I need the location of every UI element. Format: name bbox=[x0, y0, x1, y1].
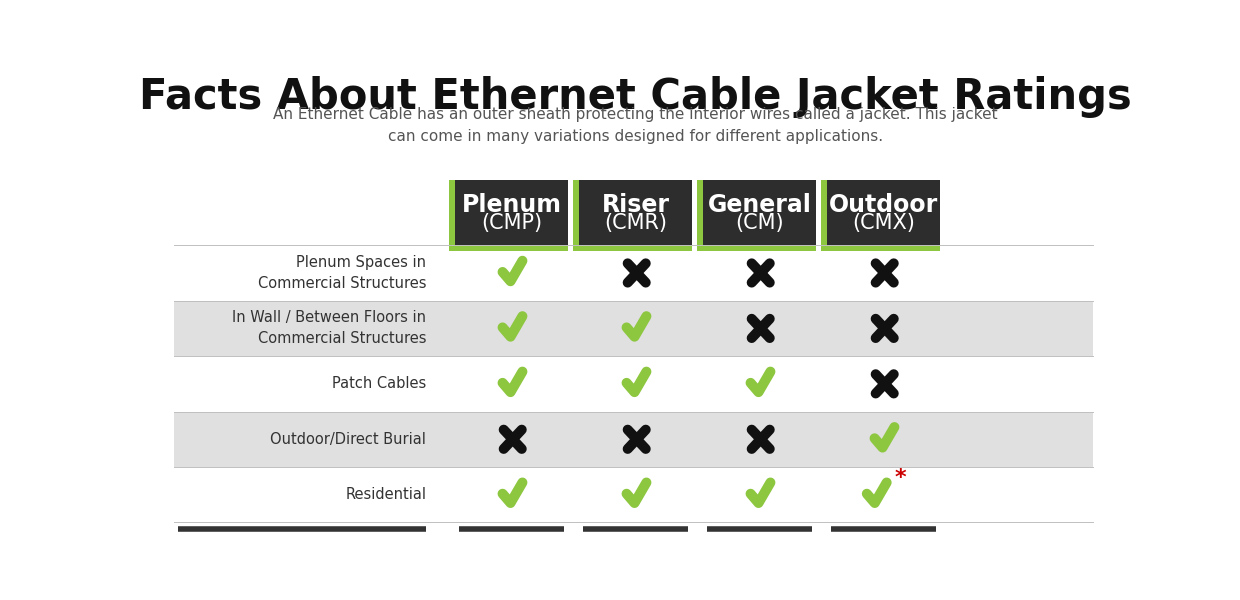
Text: (CM): (CM) bbox=[735, 214, 784, 233]
Text: An Ethernet Cable has an outer sheath protecting the interior wires called a jac: An Ethernet Cable has an outer sheath pr… bbox=[273, 107, 998, 145]
Text: In Wall / Between Floors in
Commercial Structures: In Wall / Between Floors in Commercial S… bbox=[232, 310, 427, 346]
Bar bbox=[175, 356, 1092, 412]
Bar bbox=[697, 180, 816, 251]
Text: Facts About Ethernet Cable Jacket Ratings: Facts About Ethernet Cable Jacket Rating… bbox=[139, 76, 1132, 118]
Text: (CMX): (CMX) bbox=[852, 214, 915, 233]
Text: Residential: Residential bbox=[345, 487, 427, 502]
Bar bbox=[455, 180, 568, 245]
Bar bbox=[827, 180, 940, 245]
Text: Outdoor: Outdoor bbox=[828, 193, 939, 217]
Bar bbox=[579, 180, 692, 245]
Bar bbox=[449, 180, 568, 251]
Bar bbox=[821, 180, 940, 251]
Text: Outdoor/Direct Burial: Outdoor/Direct Burial bbox=[270, 432, 427, 447]
Text: Riser: Riser bbox=[601, 193, 670, 217]
Bar bbox=[703, 180, 816, 245]
Bar bbox=[175, 301, 1092, 356]
Text: Plenum Spaces in
Commercial Structures: Plenum Spaces in Commercial Structures bbox=[258, 255, 427, 291]
Bar bbox=[175, 412, 1092, 467]
Text: (CMR): (CMR) bbox=[604, 214, 667, 233]
Bar bbox=[175, 467, 1092, 523]
Bar bbox=[573, 180, 692, 251]
Text: Patch Cables: Patch Cables bbox=[332, 376, 427, 391]
Text: (CMP): (CMP) bbox=[481, 214, 542, 233]
Text: Plenum: Plenum bbox=[461, 193, 562, 217]
Text: General: General bbox=[708, 193, 811, 217]
Bar bbox=[175, 245, 1092, 301]
Text: *: * bbox=[895, 468, 906, 488]
